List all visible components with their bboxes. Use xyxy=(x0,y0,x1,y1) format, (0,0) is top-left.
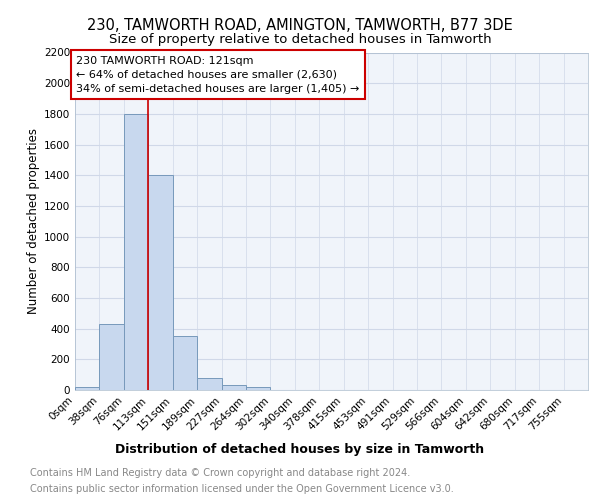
Bar xyxy=(221,386,246,390)
Bar xyxy=(246,387,271,390)
Text: Distribution of detached houses by size in Tamworth: Distribution of detached houses by size … xyxy=(115,442,485,456)
Text: 230, TAMWORTH ROAD, AMINGTON, TAMWORTH, B77 3DE: 230, TAMWORTH ROAD, AMINGTON, TAMWORTH, … xyxy=(87,18,513,32)
Text: Contains public sector information licensed under the Open Government Licence v3: Contains public sector information licen… xyxy=(30,484,454,494)
Text: 230 TAMWORTH ROAD: 121sqm
← 64% of detached houses are smaller (2,630)
34% of se: 230 TAMWORTH ROAD: 121sqm ← 64% of detac… xyxy=(76,56,359,94)
Bar xyxy=(124,114,148,390)
Bar xyxy=(100,324,124,390)
Y-axis label: Number of detached properties: Number of detached properties xyxy=(27,128,40,314)
Bar xyxy=(197,378,221,390)
Bar xyxy=(173,336,197,390)
Bar xyxy=(148,175,173,390)
Text: Contains HM Land Registry data © Crown copyright and database right 2024.: Contains HM Land Registry data © Crown c… xyxy=(30,468,410,477)
Bar xyxy=(75,387,100,390)
Text: Size of property relative to detached houses in Tamworth: Size of property relative to detached ho… xyxy=(109,32,491,46)
